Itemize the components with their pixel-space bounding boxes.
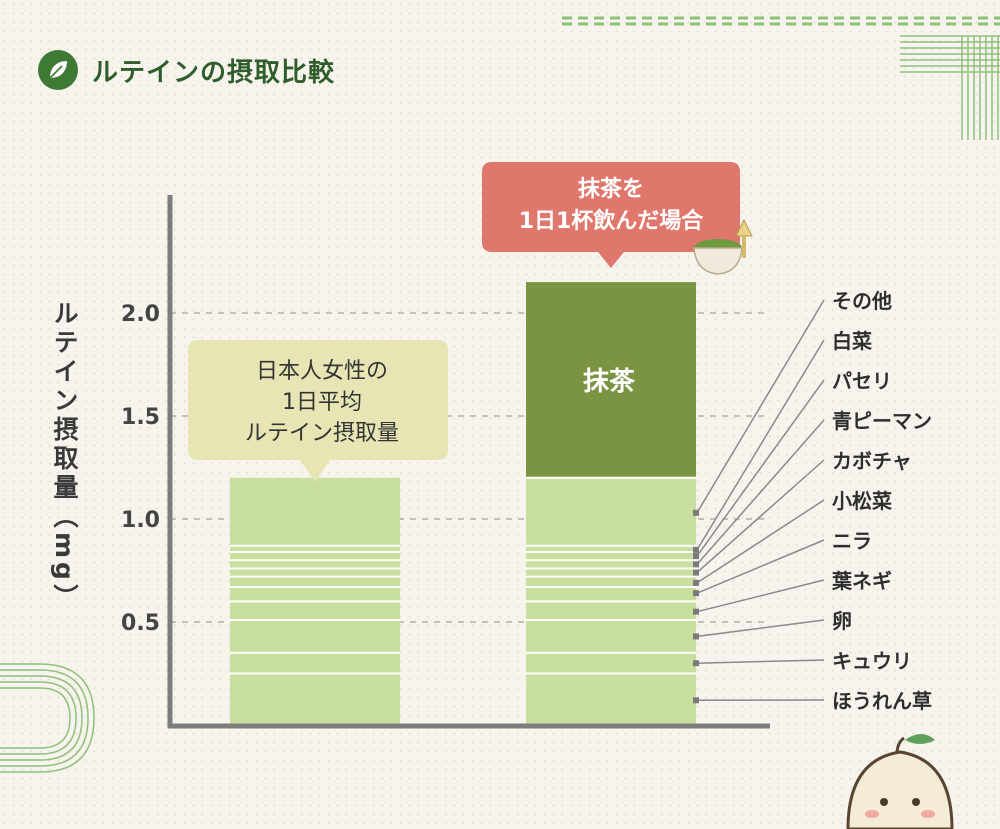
callout-bubble (188, 340, 448, 482)
legend-item: パセリ (693, 369, 892, 560)
y-tick-label: 1.0 (121, 508, 160, 533)
callout-average-line: ルテイン摂取量 (245, 421, 399, 446)
matcha-bowl-icon (693, 218, 753, 275)
legend-label: 葉ネギ (831, 569, 892, 593)
legend-item: ほうれん草 (693, 689, 932, 713)
callout-bubble (482, 162, 740, 268)
bar-average (230, 477, 400, 725)
legend-label: パセリ (832, 369, 892, 393)
leader-line (696, 299, 825, 514)
leader-marker (693, 579, 699, 586)
legend-item: その他 (693, 289, 892, 516)
y-tick-label: 1.5 (121, 405, 160, 430)
legend-label: 卵 (832, 609, 852, 633)
leader-line (696, 579, 825, 613)
leader-line (696, 539, 825, 594)
y-tick-label: 0.5 (121, 611, 160, 636)
callout-matcha: 抹茶を 1日1杯飲んだ場合 (482, 162, 740, 268)
legend-label: ニラ (832, 529, 872, 553)
legend-label: ほうれん草 (832, 689, 932, 713)
y-axis-label: ルテイン摂取量（mg） (50, 300, 79, 613)
legend-item: 青ピーマン (693, 409, 932, 568)
leader-marker (693, 569, 699, 576)
legend-item: カボチャ (693, 449, 912, 576)
leader-line (696, 419, 825, 565)
leader-marker (693, 633, 699, 640)
legend-label: カボチャ (832, 449, 912, 473)
bar-matcha: 抹茶 (526, 282, 696, 725)
legend-item: 白菜 (693, 329, 872, 553)
legend-item: 葉ネギ (693, 569, 892, 615)
leader-line (696, 459, 825, 574)
leader-marker (693, 546, 699, 553)
legend-label: キュウリ (832, 649, 912, 673)
leader-marker (693, 509, 699, 516)
leader-line (696, 619, 825, 638)
leader-line (696, 379, 825, 557)
y-tick-label: 2.0 (121, 302, 160, 327)
leader-line (696, 339, 825, 551)
chart-header: ルテインの摂取比較 (38, 50, 335, 90)
bar-matcha-segment (526, 282, 696, 478)
leader-marker (693, 608, 699, 615)
mascot-illustration (846, 734, 954, 829)
legend-label: 小松菜 (832, 489, 892, 513)
callout-matcha-line: 1日1杯飲んだ場合 (519, 208, 705, 234)
chart-title: ルテインの摂取比較 (92, 57, 336, 88)
leader-marker (693, 590, 699, 597)
legend-label: 白菜 (832, 329, 872, 353)
decorative-stripes-vertical (961, 36, 999, 140)
matcha-segment-label: 抹茶 (583, 367, 636, 397)
leader-line (696, 499, 825, 584)
legend-item: キュウリ (693, 649, 912, 673)
legend-item: 卵 (693, 609, 852, 640)
leader-line (696, 659, 825, 664)
decorative-wave-pattern (0, 663, 95, 773)
decorative-dash-lines (562, 16, 1000, 26)
callout-average-line: 1日平均 (282, 390, 362, 415)
leaf-icon (38, 50, 78, 90)
legend-item: ニラ (693, 529, 872, 597)
decorative-stripes-horizontal (900, 35, 1000, 73)
leader-marker (693, 553, 699, 560)
legend-item: 小松菜 (693, 489, 892, 586)
leader-marker (693, 697, 699, 704)
callout-matcha-line: 抹茶を (578, 177, 644, 202)
callout-average-line: 日本人女性の (256, 359, 388, 384)
leader-marker (693, 660, 699, 667)
leader-marker (693, 561, 699, 568)
legend-label: 青ピーマン (832, 409, 932, 433)
legend-label: その他 (832, 289, 892, 313)
